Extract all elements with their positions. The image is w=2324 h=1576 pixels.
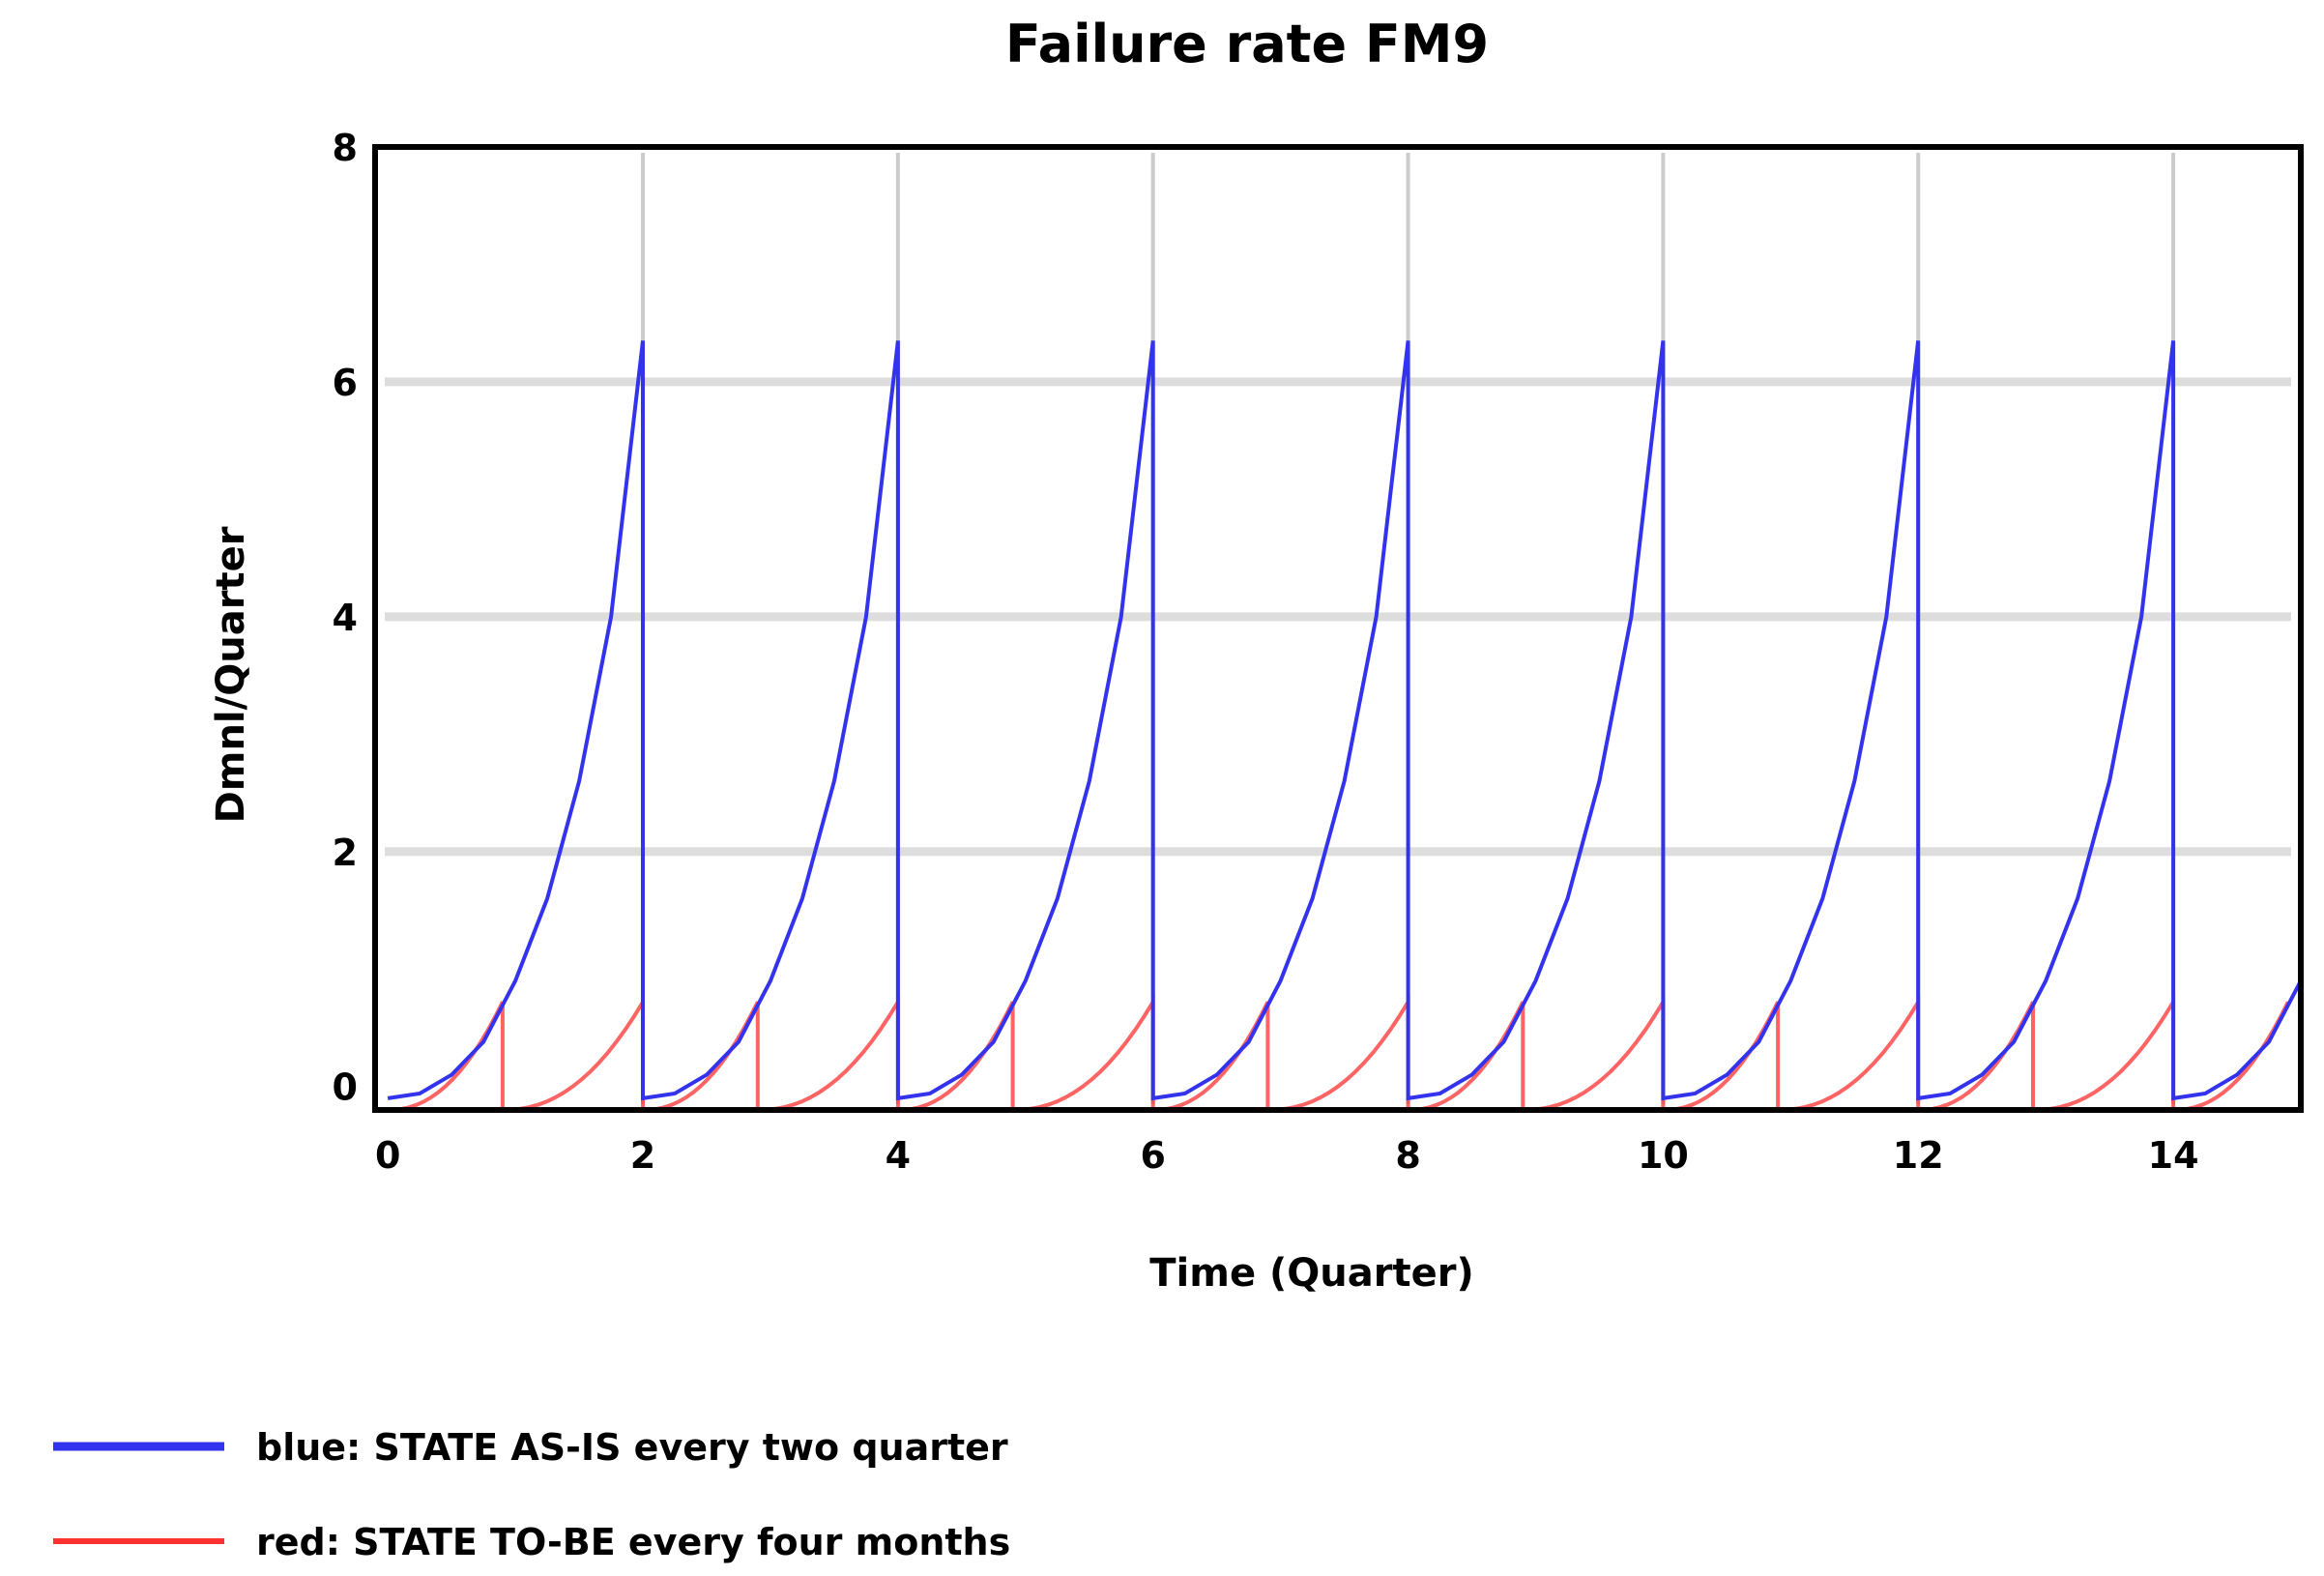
x-tick-label: 10 — [1638, 1134, 1689, 1177]
series-line-blue — [387, 340, 2303, 1101]
legend: blue: STATE AS-IS every two quarter red: … — [53, 1426, 1010, 1563]
x-tick-label: 4 — [886, 1134, 911, 1177]
series-line-red — [388, 995, 2290, 1113]
y-axis-label: Dmnl/Quarter — [209, 526, 253, 823]
y-tick-label: 4 — [333, 597, 358, 639]
legend-label-red: red: STATE TO-BE every four months — [256, 1521, 1010, 1563]
x-tick-label: 0 — [375, 1134, 400, 1177]
y-tick-labels: 0 2 4 6 8 — [333, 127, 358, 1109]
chart-title: Failure rate FM9 — [1005, 14, 1489, 74]
x-tick-label: 8 — [1395, 1134, 1420, 1177]
plot-frame — [372, 144, 2304, 1113]
grid-layer — [385, 153, 2291, 1104]
x-tick-label: 12 — [1893, 1134, 1944, 1177]
y-tick-label: 2 — [333, 832, 358, 874]
x-tick-label: 2 — [630, 1134, 655, 1177]
series-layer — [387, 340, 2303, 1113]
x-tick-label: 6 — [1140, 1134, 1165, 1177]
x-tick-label: 14 — [2148, 1134, 2199, 1177]
y-tick-label: 0 — [333, 1066, 358, 1109]
legend-label-blue: blue: STATE AS-IS every two quarter — [256, 1426, 1008, 1469]
x-tick-labels: 0 2 4 6 8 10 12 14 — [375, 1134, 2199, 1177]
x-axis-label: Time (Quarter) — [1149, 1251, 1473, 1296]
y-tick-label: 6 — [333, 362, 358, 404]
y-tick-label: 8 — [333, 127, 358, 169]
